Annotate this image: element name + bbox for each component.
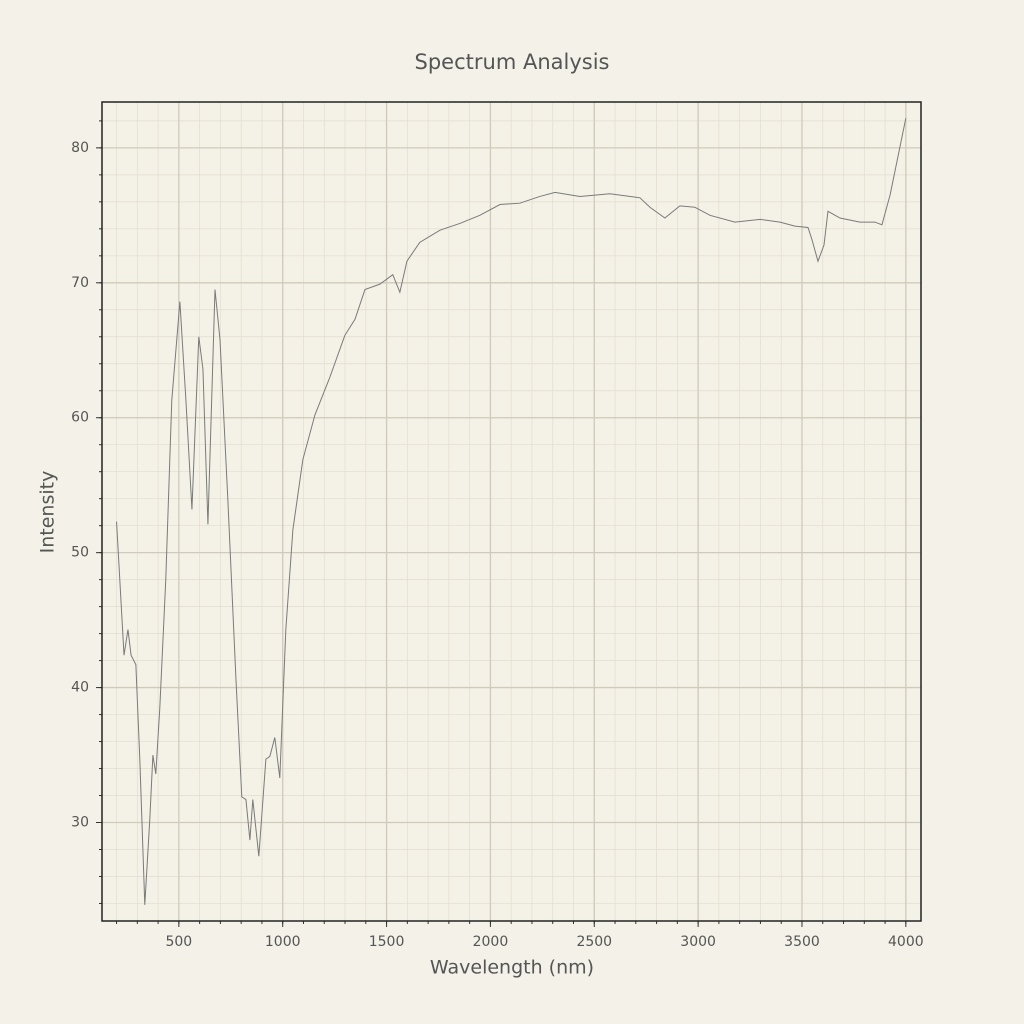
- x-tick-label: 4000: [888, 934, 924, 950]
- y-tick-label: 70: [71, 275, 89, 291]
- chart-title: Spectrum Analysis: [415, 50, 610, 74]
- marks: [116, 118, 907, 905]
- y-tick-label: 30: [71, 815, 89, 831]
- y-tick-label: 50: [71, 545, 89, 561]
- grid: 500 1000 1500 2000 2500 3000 3500 4000 30 40 50 60 7…: [71, 102, 924, 950]
- x-tick-label: 2000: [473, 934, 509, 950]
- x-tick-label: 3500: [784, 934, 820, 950]
- y-tick-label: 80: [71, 140, 89, 156]
- y-axis-label: Intensity: [37, 471, 59, 554]
- x-tick-label: 2500: [576, 934, 612, 950]
- line: [116, 118, 907, 905]
- y-tick-label: 40: [71, 680, 89, 696]
- x-tick-label: 1000: [265, 934, 301, 950]
- x-tick-label: 1500: [369, 934, 405, 950]
- x-tick-label: 500: [165, 934, 192, 950]
- plot-frame: [101, 101, 922, 922]
- y-tick-label: 60: [71, 410, 89, 426]
- x-tick-label: 3000: [680, 934, 716, 950]
- x-axis-label: Wavelength (nm): [430, 957, 594, 979]
